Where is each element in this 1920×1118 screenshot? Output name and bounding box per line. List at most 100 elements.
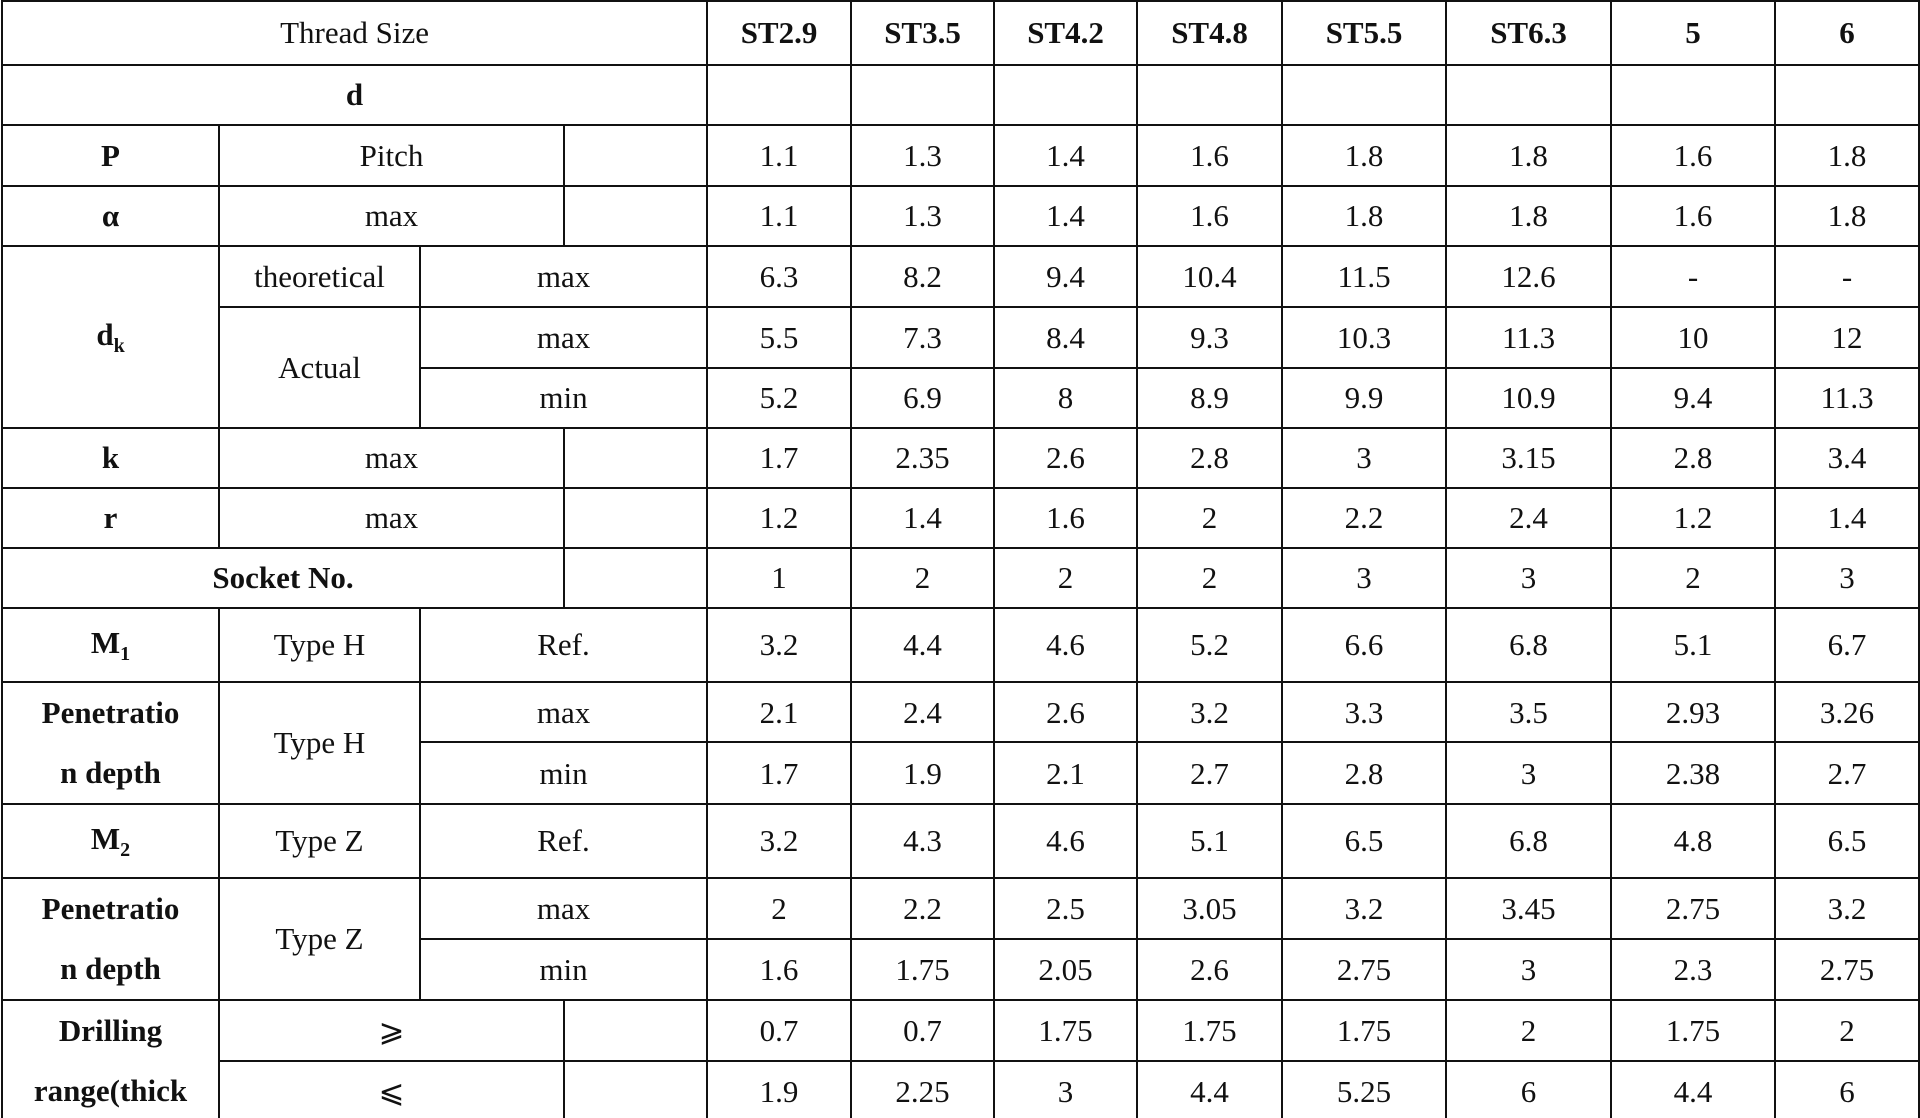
value-cell: 3.2: [1136, 680, 1284, 744]
value-cell: 1.6: [1136, 185, 1284, 247]
value-cell: 6.6: [1281, 607, 1448, 683]
value-cell: 2.93: [1610, 680, 1777, 744]
row-label: Penetratio n depth: [1, 877, 220, 1001]
value-cell: 2.7: [1774, 741, 1920, 805]
group: Type H: [218, 681, 421, 805]
limit: Ref.: [418, 803, 709, 879]
row: Actual max 5.5 7.3 8.4 9.3 10.3 11.3 10 12: [2, 306, 1920, 429]
value-cell: 6.8: [1445, 607, 1613, 683]
row-label: M2: [1, 803, 220, 879]
row-label: P: [1, 124, 220, 187]
value-cell: 2: [1774, 999, 1920, 1062]
label-line: Penetratio: [41, 891, 180, 926]
row: Penetratio n depth Type H max 2.1 2.4 2.6 3.…: [1, 680, 1920, 805]
row: min 5.2 6.9 8 8.9 9.9 10.9 9.4 11.3: [2, 367, 1920, 429]
label-sub: 1: [120, 643, 131, 666]
value-cell: 1.8: [1774, 124, 1920, 187]
limit: max: [418, 245, 709, 308]
param: max: [218, 487, 565, 549]
value-cell: 1.1: [706, 185, 853, 247]
value-cell: 1.8: [1445, 185, 1613, 247]
blank: [562, 1060, 709, 1118]
value-cell: 10.3: [1281, 306, 1448, 369]
group: Type Z: [218, 877, 421, 1001]
limit: max: [418, 877, 709, 940]
blank: [1774, 64, 1920, 126]
label-main: M: [90, 820, 121, 856]
value-cell: 6: [1445, 1060, 1613, 1118]
value-cell: 3.26: [1774, 680, 1920, 744]
value-cell: 2.4: [1445, 487, 1613, 549]
value-cell: 1.4: [850, 487, 996, 549]
value-cell: 1.8: [1445, 124, 1613, 187]
value-cell: 5.1: [1136, 803, 1284, 879]
value-cell: 6.9: [850, 367, 996, 429]
value-cell: 6.3: [706, 245, 853, 308]
label-line: Penetratio: [41, 695, 180, 730]
value-cell: 1.3: [850, 185, 996, 247]
value-cell: 2.75: [1774, 938, 1920, 1001]
value-cell: 2: [1610, 547, 1777, 609]
value-cell: 3: [1445, 938, 1613, 1001]
value-cell: 3.2: [1281, 877, 1448, 940]
value-cell: 6: [1774, 1060, 1920, 1118]
value-cell: 4.6: [993, 607, 1139, 683]
blank: [562, 547, 709, 609]
value-cell: 2.6: [993, 427, 1139, 489]
value-cell: 3.15: [1445, 427, 1613, 489]
param: ⩾: [218, 999, 565, 1062]
row-label: M1: [1, 607, 220, 683]
value-cell: 1.6: [1610, 185, 1777, 247]
value-cell: 1.4: [1774, 487, 1920, 549]
value-cell: 2.75: [1610, 877, 1777, 940]
value-cell: 1.8: [1774, 185, 1920, 247]
value-cell: 9.4: [993, 245, 1139, 308]
value-cell: 1.8: [1281, 185, 1448, 247]
value-cell: 1.2: [1610, 487, 1777, 549]
value-cell: 3.05: [1136, 877, 1284, 940]
value-cell: 1.3: [850, 124, 996, 187]
row: dk theoretical max 6.3 8.2 9.4 10.4 11.5 12.6…: [1, 245, 1920, 429]
column-header: 6: [1774, 0, 1920, 66]
limit: max: [418, 306, 709, 369]
value-cell: 5.5: [706, 306, 853, 369]
value-cell: 2.75: [1281, 938, 1448, 1001]
value-cell: 2.2: [1281, 487, 1448, 549]
value-cell: 3.2: [1774, 877, 1920, 940]
row-label: r: [1, 487, 220, 549]
column-header: ST2.9: [706, 0, 853, 66]
value-cell: 1.4: [993, 185, 1139, 247]
value-cell: 3: [1281, 547, 1448, 609]
blank: [562, 487, 709, 549]
value-cell: 2: [706, 877, 853, 940]
row-label: d: [0, 64, 709, 126]
label-line: n depth: [60, 951, 161, 986]
blank: [1610, 64, 1777, 126]
blank: [850, 64, 996, 126]
group: theoretical: [218, 245, 421, 308]
column-header: ST6.3: [1445, 0, 1613, 66]
value-cell: 3: [1281, 427, 1448, 489]
column-header: 5: [1610, 0, 1777, 66]
value-cell: 2.8: [1610, 427, 1777, 489]
value-cell: 9.4: [1610, 367, 1777, 429]
value-cell: 10.9: [1445, 367, 1613, 429]
value-cell: 2.5: [993, 877, 1139, 940]
column-header: ST4.8: [1136, 0, 1284, 66]
value-cell: 11.3: [1774, 367, 1920, 429]
row-label: Drilling range(thick: [1, 999, 220, 1118]
value-cell: 2: [1445, 999, 1613, 1062]
value-cell: 2.8: [1136, 427, 1284, 489]
value-cell: 8.9: [1136, 367, 1284, 429]
value-cell: 9.3: [1136, 306, 1284, 369]
value-cell: 8: [993, 367, 1139, 429]
row-label: Penetratio n depth: [1, 681, 220, 805]
row-label: k: [1, 427, 220, 489]
row: P Pitch 1.1 1.3 1.4 1.6 1.8 1.8 1.6 1.8: [1, 124, 1920, 187]
row: M1 Type H Ref. 3.2 4.4 4.6 5.2 6.6 6.8 5.1 6.7: [1, 607, 1920, 683]
value-cell: 1.6: [1610, 124, 1777, 187]
value-cell: 10.4: [1136, 245, 1284, 308]
value-cell: 2.35: [850, 427, 996, 489]
group: Type Z: [218, 803, 421, 879]
